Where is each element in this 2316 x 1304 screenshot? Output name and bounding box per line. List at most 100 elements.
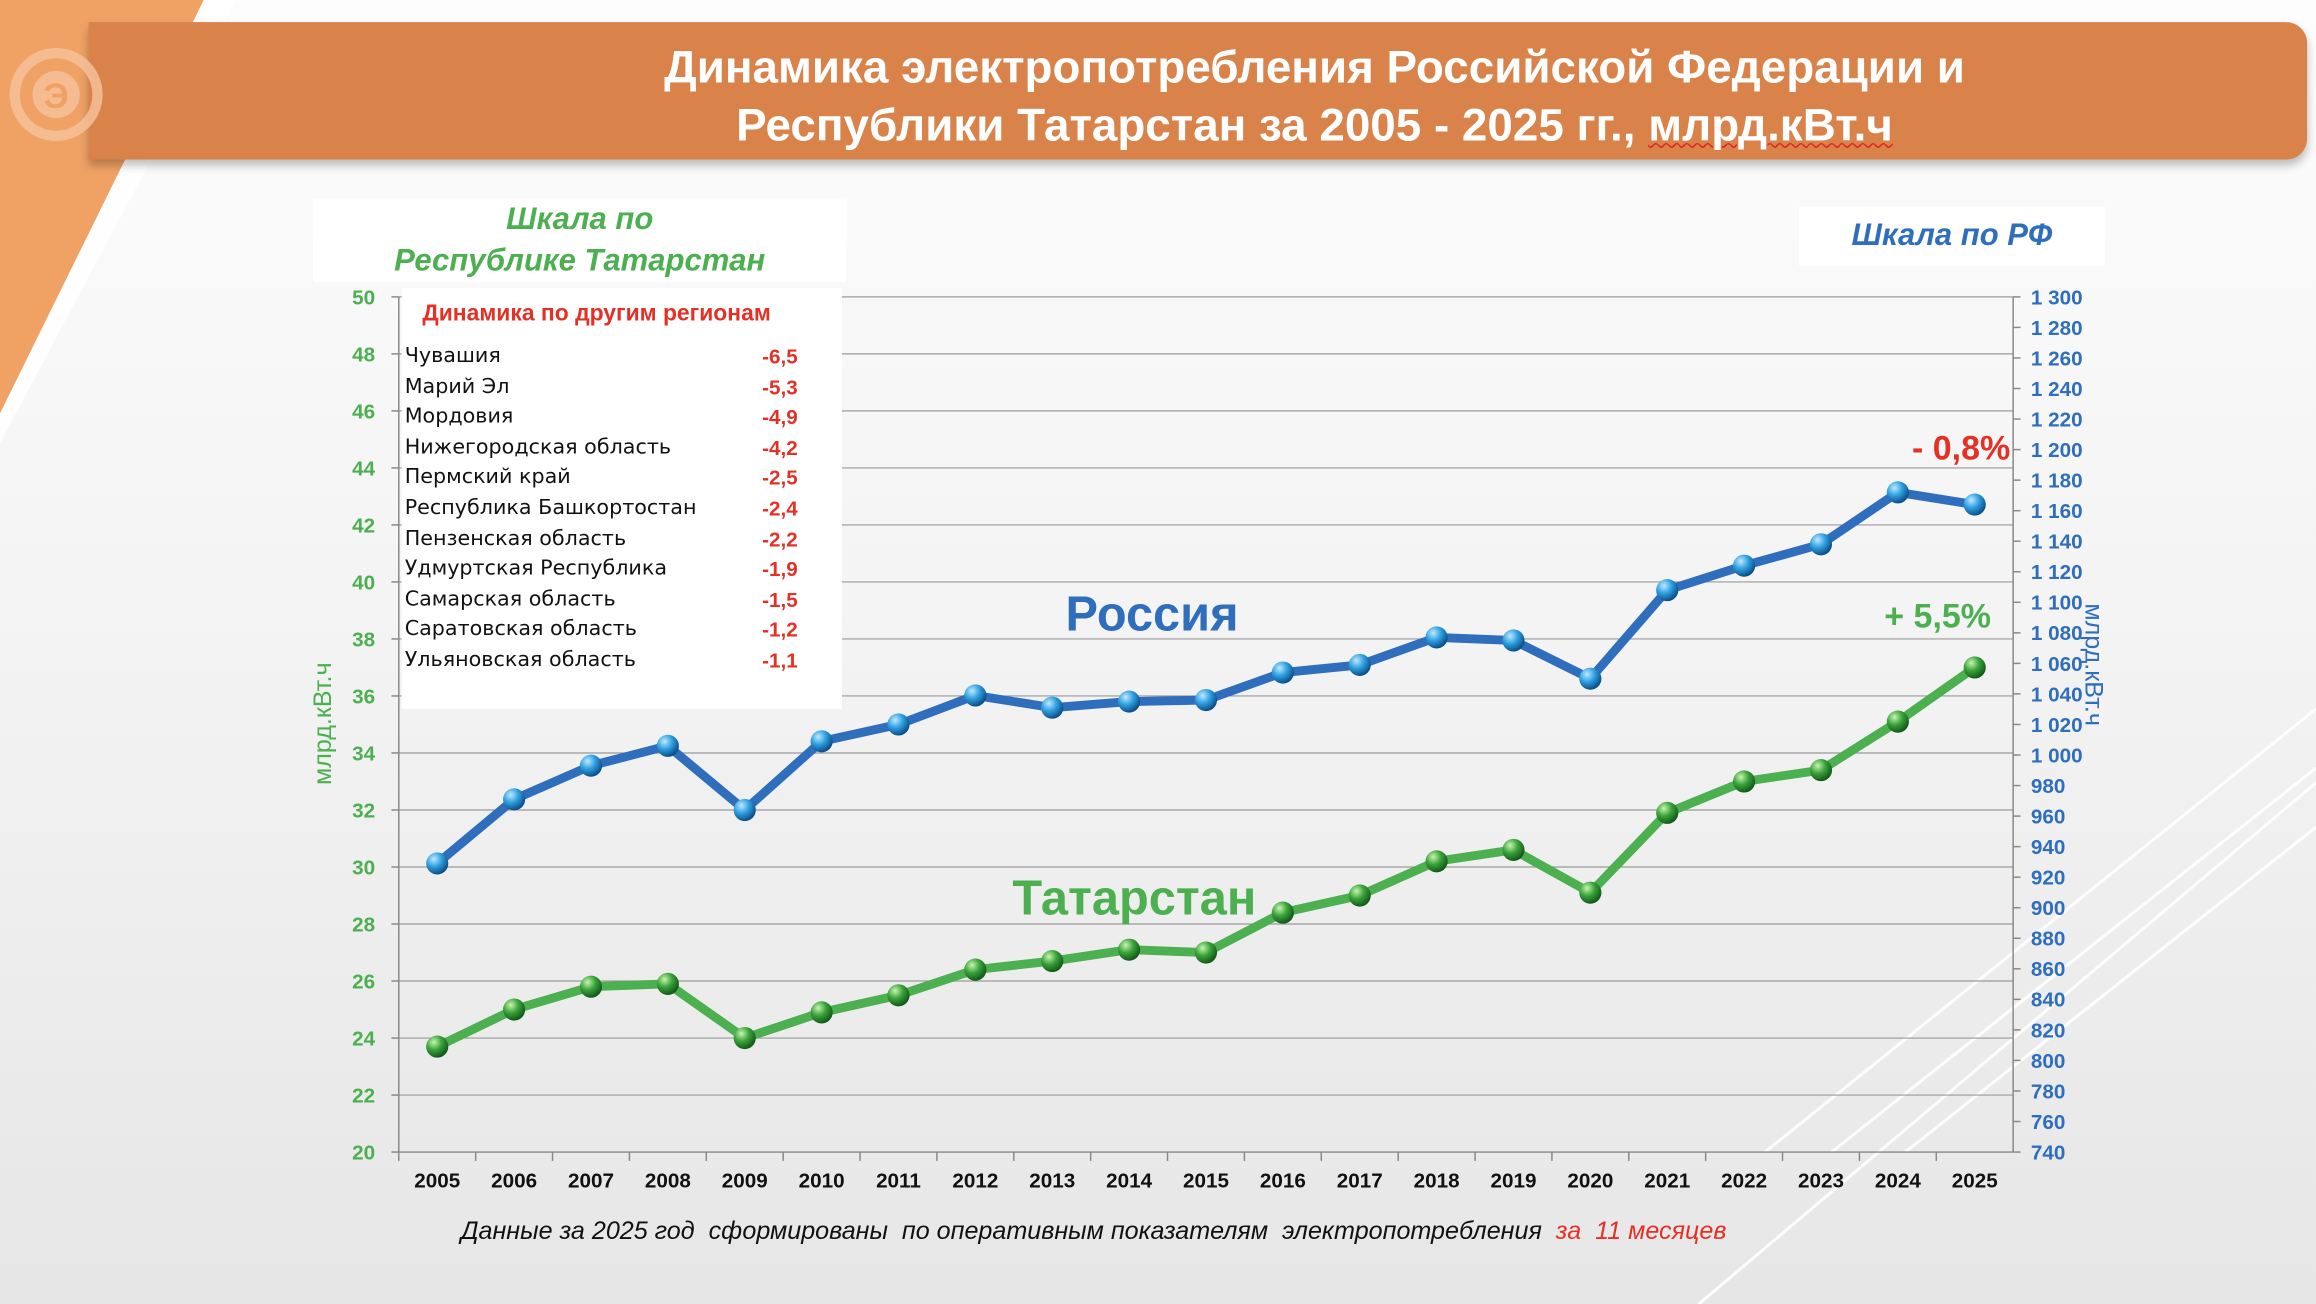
region-name: Чувашия — [404, 344, 501, 368]
right-tick-label: 900 — [2031, 897, 2065, 920]
region-row: Республика Башкортостан -2,4 — [405, 496, 804, 526]
russia-scale-label: Шкала по РФ — [1798, 206, 2105, 266]
x-tick-label: 2009 — [722, 1170, 768, 1193]
right-tick-label: 980 — [2031, 775, 2065, 798]
series-label-tatarstan: Татарстан — [1012, 871, 1256, 925]
left-tick-label: 28 — [352, 913, 375, 936]
right-tick-label: 920 — [2031, 867, 2065, 890]
region-row: Чувашия -6,5 — [405, 344, 804, 374]
data-point-tatarstan — [1963, 656, 1986, 679]
x-tick-label: 2010 — [799, 1170, 845, 1193]
data-point-russia — [1502, 629, 1525, 652]
left-tick-label: 32 — [352, 799, 375, 822]
right-tick-label: 1 060 — [2031, 653, 2083, 676]
region-name: Мордовия — [404, 404, 514, 429]
footnote-period: за 11 месяцев — [1555, 1217, 1727, 1246]
title-unit: млрд.кВт.ч — [1648, 98, 1893, 151]
region-row: Пермский край -2,5 — [405, 466, 804, 496]
title-line-2-text: Республики Татарстан за 2005 - 2025 гг., — [736, 98, 1649, 151]
right-tick-label: 1 300 — [2031, 286, 2083, 309]
data-point-russia — [579, 754, 603, 777]
region-change: -1,9 — [762, 557, 798, 581]
data-point-russia — [1809, 533, 1833, 556]
right-axis-title: млрд.кВт.ч — [2080, 603, 2108, 726]
left-tick-label: 22 — [352, 1084, 375, 1107]
x-tick-label: 2008 — [645, 1170, 691, 1193]
region-name: Удмуртская Республика — [404, 557, 668, 581]
footnote-text: Данные за 2025 год сформированы по опера… — [460, 1217, 1556, 1246]
data-point-tatarstan — [503, 998, 526, 1021]
left-axis-title: млрд.кВт.ч — [309, 662, 337, 785]
region-row: Ульяновская область -1,1 — [405, 648, 804, 678]
data-point-tatarstan — [1194, 941, 1218, 964]
tatarstan-scale-label: Шкала по Республике Татарстан — [313, 199, 847, 283]
region-name: Республика Башкортостан — [404, 496, 697, 520]
svg-text:Э: Э — [44, 76, 69, 116]
region-change: -1,1 — [762, 648, 798, 673]
data-point-russia — [1118, 690, 1141, 713]
region-name: Пензенская область — [404, 526, 627, 551]
right-tick-label: 1 280 — [2031, 317, 2083, 340]
data-point-russia — [810, 730, 833, 753]
data-point-russia — [656, 734, 679, 757]
data-point-tatarstan — [810, 1001, 833, 1024]
region-name: Марий Эл — [404, 374, 510, 399]
x-tick-label: 2025 — [1952, 1170, 1998, 1193]
left-tick-label: 48 — [352, 343, 375, 366]
title-banner — [88, 22, 2308, 160]
data-point-russia — [503, 788, 526, 811]
data-point-russia — [426, 852, 449, 875]
region-name: Саратовская область — [404, 617, 637, 642]
data-point-russia — [1041, 696, 1064, 719]
regions-table-title: Динамика по другим регионам — [422, 301, 771, 327]
tatarstan-change-annotation: + 5,5% — [1884, 598, 1991, 636]
region-row: Самарская область -1,5 — [405, 588, 804, 618]
data-point-tatarstan — [1425, 850, 1448, 873]
data-point-russia — [1425, 626, 1448, 649]
region-row: Саратовская область -1,2 — [405, 618, 804, 648]
data-point-tatarstan — [1502, 838, 1525, 861]
data-point-tatarstan — [1809, 759, 1833, 782]
x-tick-label: 2015 — [1183, 1170, 1229, 1193]
left-tick-label: 50 — [352, 286, 375, 309]
right-tick-label: 1 200 — [2031, 439, 2083, 462]
right-tick-label: 860 — [2031, 958, 2065, 981]
region-name: Ульяновская область — [404, 648, 636, 673]
data-point-russia — [733, 798, 756, 822]
left-tick-label: 34 — [352, 742, 375, 765]
right-tick-label: 780 — [2031, 1080, 2065, 1103]
right-tick-label: 1 220 — [2031, 408, 2083, 431]
data-point-tatarstan — [1733, 770, 1756, 793]
data-point-tatarstan — [656, 972, 679, 995]
data-point-tatarstan — [1579, 881, 1602, 904]
diagonal-lines-decoration — [1697, 707, 2316, 1304]
region-row: Марий Эл -5,3 — [405, 375, 804, 405]
russia-change-annotation: - 0,8% — [1912, 429, 2010, 467]
right-tick-label: 1 240 — [2031, 378, 2083, 401]
region-change: -6,5 — [762, 344, 798, 368]
x-tick-label: 2007 — [568, 1170, 614, 1193]
region-change: -4,9 — [762, 404, 798, 429]
x-tick-label: 2012 — [952, 1170, 998, 1193]
x-tick-label: 2006 — [491, 1170, 537, 1193]
right-tick-label: 800 — [2031, 1050, 2065, 1073]
logo-icon: Э — [9, 48, 103, 142]
right-tick-label: 880 — [2031, 928, 2065, 951]
region-row: Пензенская область -2,2 — [405, 527, 804, 557]
right-tick-label: 840 — [2031, 989, 2065, 1012]
right-tick-label: 820 — [2031, 1019, 2065, 1042]
right-tick-label: 1 040 — [2031, 683, 2083, 706]
region-change: -4,2 — [762, 435, 798, 460]
data-point-tatarstan — [733, 1026, 756, 1050]
data-point-tatarstan — [1271, 901, 1294, 924]
right-tick-label: 1 120 — [2031, 561, 2083, 584]
right-tick-label: 940 — [2031, 836, 2065, 859]
regions-table: Динамика по другим регионам Чувашия -6,5 М… — [401, 288, 842, 709]
right-tick-label: 1 160 — [2031, 500, 2083, 523]
data-point-russia — [1886, 481, 1909, 504]
right-tick-label: 1 020 — [2031, 714, 2083, 737]
data-point-tatarstan — [1041, 949, 1064, 973]
region-change: -2,5 — [762, 465, 798, 490]
